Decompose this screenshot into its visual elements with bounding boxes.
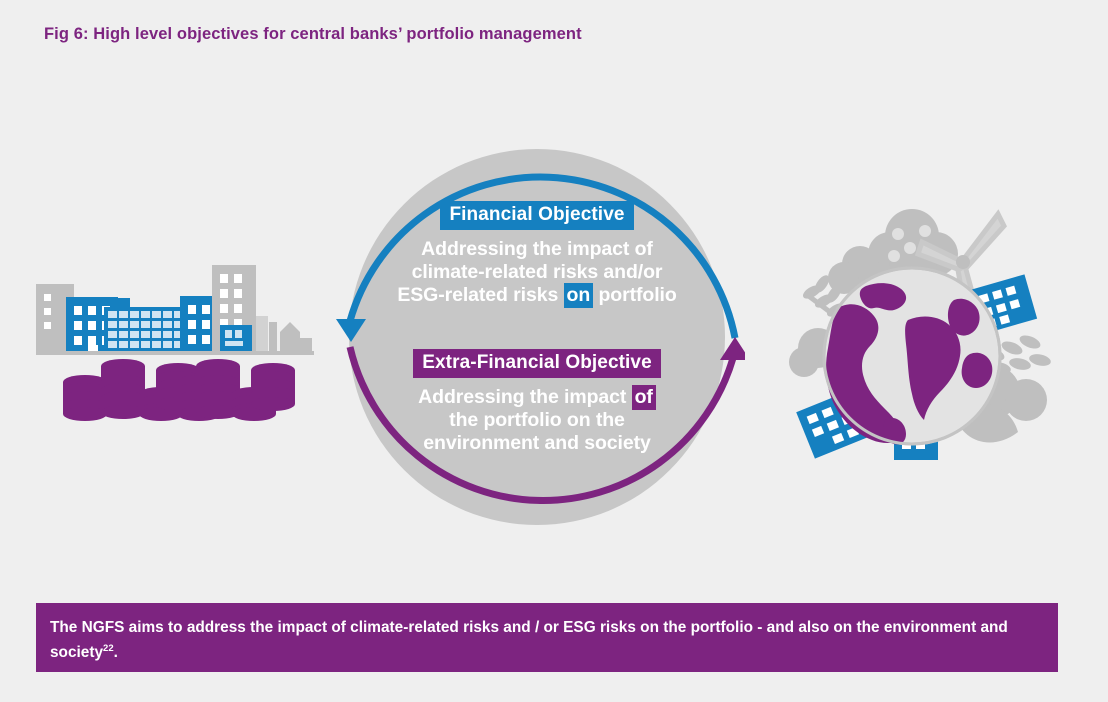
extra-financial-line-3: environment and society — [423, 431, 651, 454]
globe-environment-illustration — [782, 196, 1082, 481]
financial-objective-block: Financial Objective Addressing the impac… — [372, 201, 702, 308]
financial-line-3: ESG-related risks on portfolio — [372, 282, 702, 308]
extra-financial-arrow-head — [720, 337, 745, 360]
financial-line-1: Addressing the impact of — [421, 238, 653, 261]
extra-financial-highlight-of: of — [631, 385, 656, 411]
summary-banner-text: The NGFS aims to address the impact of c… — [50, 616, 1038, 665]
city-and-coins-illustration — [28, 252, 318, 437]
page-title: Fig 6: High level objectives for central… — [44, 25, 582, 43]
cycle-background-circle — [349, 149, 725, 525]
globe-environment-svg — [789, 209, 1051, 460]
summary-banner: The NGFS aims to address the impact of c… — [36, 603, 1058, 672]
coin-stack-right — [177, 359, 295, 421]
extra-financial-arc — [346, 346, 737, 505]
city-and-coins-svg — [36, 265, 314, 421]
footnote-marker: 22 — [103, 642, 114, 654]
cycle-arrows-svg — [336, 149, 745, 525]
financial-line-3-pre: ESG-related risks — [397, 283, 564, 306]
financial-objective-text: Addressing the impact of climate-related… — [372, 238, 702, 308]
summary-text-main: The NGFS aims to address the impact of c… — [50, 619, 1008, 661]
extra-financial-objective-badge: Extra-Financial Objective — [413, 349, 661, 379]
financial-arc — [346, 173, 739, 339]
extra-financial-objective-text: Addressing the impact of the portfolio o… — [372, 385, 702, 454]
extra-financial-line-1: Addressing the impact of — [372, 385, 702, 411]
financial-arrow-head — [336, 319, 366, 342]
summary-text-end: . — [113, 643, 118, 661]
extra-financial-line-2: the portfolio on the — [449, 409, 625, 432]
globe-icon — [822, 266, 1002, 446]
financial-line-2: climate-related risks and/or — [411, 261, 663, 284]
financial-objective-badge: Financial Objective — [440, 201, 634, 231]
extra-financial-line-1-pre: Addressing the impact — [418, 386, 632, 409]
extra-financial-objective-block: Extra-Financial Objective Addressing the… — [372, 349, 702, 455]
financial-highlight-on: on — [563, 282, 594, 308]
objectives-cycle-diagram: Financial Objective Addressing the impac… — [330, 125, 745, 545]
financial-line-3-post: portfolio — [593, 283, 677, 306]
